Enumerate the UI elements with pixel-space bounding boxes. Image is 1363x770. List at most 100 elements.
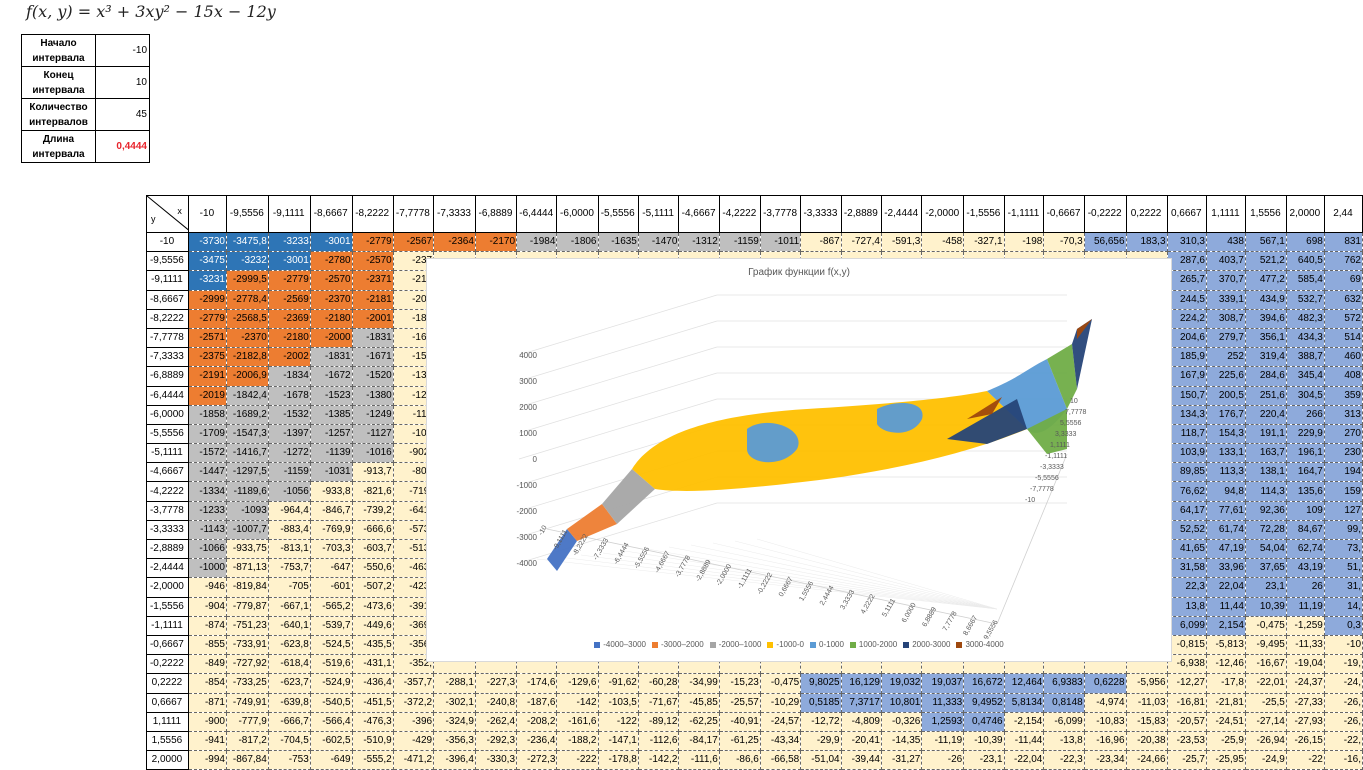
value-cell[interactable]: -2999,5 [225, 270, 269, 291]
value-cell[interactable]: 154,3 [1206, 423, 1246, 445]
value-cell[interactable]: -26,94 [1244, 730, 1287, 752]
value-cell[interactable]: -601 [309, 577, 353, 598]
value-cell[interactable]: -1447 [187, 462, 227, 483]
value-cell[interactable]: -510,9 [351, 730, 394, 752]
value-cell[interactable]: 225,6 [1206, 366, 1246, 387]
value-cell[interactable]: 230 [1323, 443, 1363, 464]
value-cell[interactable]: -591,3 [880, 231, 923, 253]
value-cell[interactable]: 287,6 [1166, 251, 1208, 272]
y-header-cell[interactable]: -5,5556 [146, 423, 189, 445]
value-cell[interactable]: 69 [1323, 270, 1363, 291]
value-cell[interactable]: -1831 [309, 347, 353, 368]
value-cell[interactable]: -524,5 [309, 634, 353, 656]
value-cell[interactable]: -26 [921, 750, 965, 770]
value-cell[interactable]: 220,4 [1244, 404, 1287, 425]
value-cell[interactable]: -705 [267, 577, 311, 598]
value-cell[interactable]: 99, [1323, 519, 1363, 541]
value-cell[interactable]: -2779 [351, 231, 394, 253]
value-cell[interactable]: -2,154 [1003, 711, 1045, 732]
y-header-cell[interactable]: -5,1111 [146, 443, 189, 464]
value-cell[interactable]: -183 [392, 308, 435, 329]
value-cell[interactable]: -933,75 [225, 538, 269, 560]
value-cell[interactable]: -16,96 [1083, 730, 1127, 752]
value-cell[interactable]: -25,57 [718, 692, 761, 713]
value-cell[interactable]: -227,3 [474, 673, 518, 694]
value-cell[interactable]: -352, [392, 654, 435, 675]
value-cell[interactable]: -0,326 [880, 711, 923, 732]
value-cell[interactable]: 185,9 [1166, 347, 1208, 368]
value-cell[interactable]: -1380 [351, 385, 394, 406]
value-cell[interactable]: 89,85 [1166, 462, 1208, 483]
x-header-cell[interactable]: -2,0000 [921, 195, 965, 233]
value-cell[interactable]: -10,39 [963, 730, 1005, 752]
value-cell[interactable]: -24,51 [1206, 711, 1246, 732]
value-cell[interactable]: 176,7 [1206, 404, 1246, 425]
value-cell[interactable]: -45,85 [678, 692, 720, 713]
value-cell[interactable]: -1470 [637, 231, 680, 253]
value-cell[interactable]: -26, [1323, 711, 1363, 732]
value-cell[interactable]: -330,3 [474, 750, 518, 770]
value-cell[interactable]: -1066 [187, 538, 227, 560]
value-cell[interactable]: -1678 [267, 385, 311, 406]
value-cell[interactable]: 831 [1323, 231, 1363, 253]
value-cell[interactable]: 43,19 [1285, 558, 1325, 579]
y-header-cell[interactable]: -3,7778 [146, 500, 189, 521]
value-cell[interactable]: 163,7 [1244, 443, 1287, 464]
value-cell[interactable]: 73, [1323, 538, 1363, 560]
value-cell[interactable]: -147,1 [597, 730, 639, 752]
value-cell[interactable]: -272,3 [516, 750, 558, 770]
value-cell[interactable]: -2191 [187, 366, 227, 387]
value-cell[interactable]: 9,4952 [963, 692, 1005, 713]
value-cell[interactable]: 698 [1285, 231, 1325, 253]
value-cell[interactable]: -24,37 [1285, 673, 1325, 694]
value-cell[interactable]: -623,8 [267, 634, 311, 656]
value-cell[interactable]: 403,7 [1206, 251, 1246, 272]
value-cell[interactable]: -16, [1323, 750, 1363, 770]
value-cell[interactable]: 64,17 [1166, 500, 1208, 521]
value-cell[interactable]: -19,04 [1285, 654, 1325, 675]
value-cell[interactable]: -1139 [309, 443, 353, 464]
value-cell[interactable]: 77,61 [1206, 500, 1246, 521]
value-cell[interactable]: 408 [1323, 366, 1363, 387]
value-cell[interactable]: -449,6 [351, 615, 394, 636]
surface-chart[interactable]: График функции f(x,y) 4000 3000 2000 1000 0-… [426, 258, 1172, 662]
value-cell[interactable]: 0,8148 [1043, 692, 1085, 713]
value-cell[interactable]: -2569 [267, 289, 311, 310]
value-cell[interactable]: -1257 [309, 423, 353, 445]
value-cell[interactable]: -161,6 [556, 711, 599, 732]
value-cell[interactable]: 370,7 [1206, 270, 1246, 291]
value-cell[interactable]: -855 [187, 634, 227, 656]
x-header-cell[interactable]: -2,4444 [880, 195, 923, 233]
value-cell[interactable]: -854 [187, 673, 227, 694]
value-cell[interactable]: 310,3 [1166, 231, 1208, 253]
value-cell[interactable]: 61,74 [1206, 519, 1246, 541]
value-cell[interactable]: -43,34 [759, 730, 802, 752]
value-cell[interactable]: -324,9 [433, 711, 476, 732]
value-cell[interactable]: 438 [1206, 231, 1246, 253]
value-cell[interactable]: 434,9 [1244, 289, 1287, 310]
value-cell[interactable]: -1007,7 [225, 519, 269, 541]
y-header-cell[interactable]: -9,1111 [146, 270, 189, 291]
value-cell[interactable]: -66,58 [759, 750, 802, 770]
value-cell[interactable]: -11,33 [1285, 634, 1325, 656]
value-cell[interactable]: -727,4 [840, 231, 883, 253]
value-cell[interactable]: -111,6 [678, 750, 720, 770]
value-cell[interactable]: -550,6 [351, 558, 394, 579]
value-cell[interactable]: -24, [1323, 673, 1363, 694]
value-cell[interactable]: 191,1 [1244, 423, 1287, 445]
value-cell[interactable]: -1635 [597, 231, 639, 253]
y-header-cell[interactable]: -2,8889 [146, 538, 189, 560]
value-cell[interactable]: 92,36 [1244, 500, 1287, 521]
value-cell[interactable]: 514 [1323, 327, 1363, 349]
value-cell[interactable]: -208,2 [516, 711, 558, 732]
value-cell[interactable]: 118,7 [1166, 423, 1208, 445]
value-cell[interactable]: -2778,4 [225, 289, 269, 310]
value-cell[interactable]: -10 [1323, 634, 1363, 656]
value-cell[interactable]: -11,19 [921, 730, 965, 752]
value-cell[interactable]: -639,8 [267, 692, 311, 713]
value-cell[interactable]: -883,4 [267, 519, 311, 541]
value-cell[interactable]: -1297,5 [225, 462, 269, 483]
value-cell[interactable]: 567,1 [1244, 231, 1287, 253]
value-cell[interactable]: 52,52 [1166, 519, 1208, 541]
value-cell[interactable]: 0,5185 [800, 692, 842, 713]
